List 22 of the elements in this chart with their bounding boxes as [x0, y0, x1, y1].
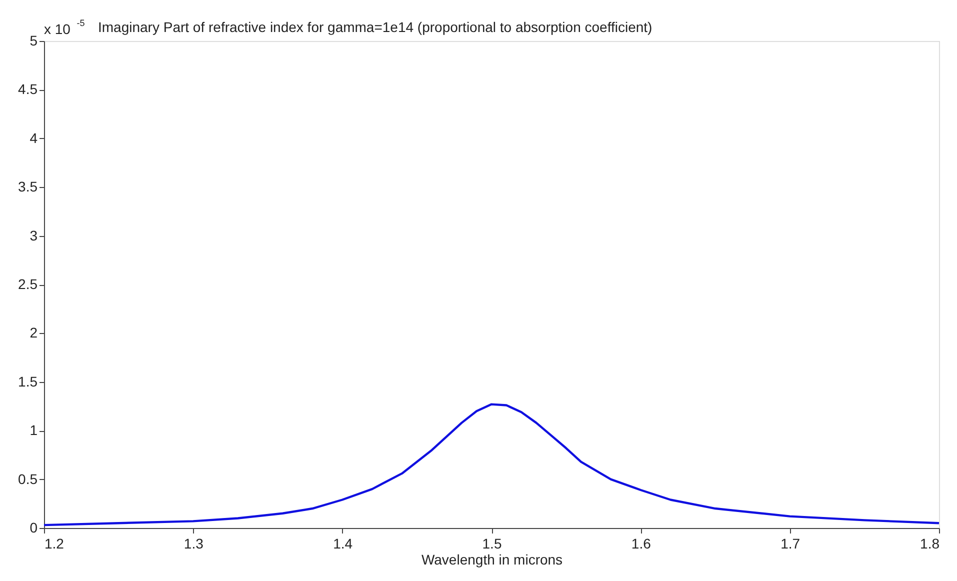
- line-series: [42, 403, 940, 526]
- y-tick-label: 5: [30, 32, 38, 48]
- y-tick-label: 0.5: [18, 470, 38, 487]
- y-tick-label: 3.5: [18, 178, 38, 195]
- y-tick-label: 1: [30, 422, 38, 438]
- y-tick-label: 2: [30, 324, 38, 341]
- text: x 10-5: [44, 18, 85, 37]
- x-tick-label: 1.7: [780, 536, 800, 552]
- x-tick-label: 1.3: [184, 536, 204, 552]
- y-tick-label: 0: [30, 520, 38, 536]
- chart-title: Imaginary Part of refractive index for gamma=1e14 (proportional to absorption coefficient): [98, 19, 652, 35]
- x-tick-label: 1.5: [482, 536, 502, 552]
- y-tick-label: 4: [30, 130, 38, 146]
- y-tick-label: 2.5: [18, 276, 38, 292]
- x-tick-label: 1.8: [920, 536, 940, 552]
- y-tick-label: 3: [30, 227, 38, 244]
- x-tick-label: 1.4: [333, 536, 353, 552]
- x-tick-label: 1.6: [631, 536, 652, 552]
- x-axis-title: Wavelength in microns: [421, 552, 563, 568]
- y-tick-label: 4.5: [18, 81, 38, 98]
- y-tick-label: 1.5: [18, 373, 38, 390]
- x-tick-label: 1.2: [44, 536, 64, 552]
